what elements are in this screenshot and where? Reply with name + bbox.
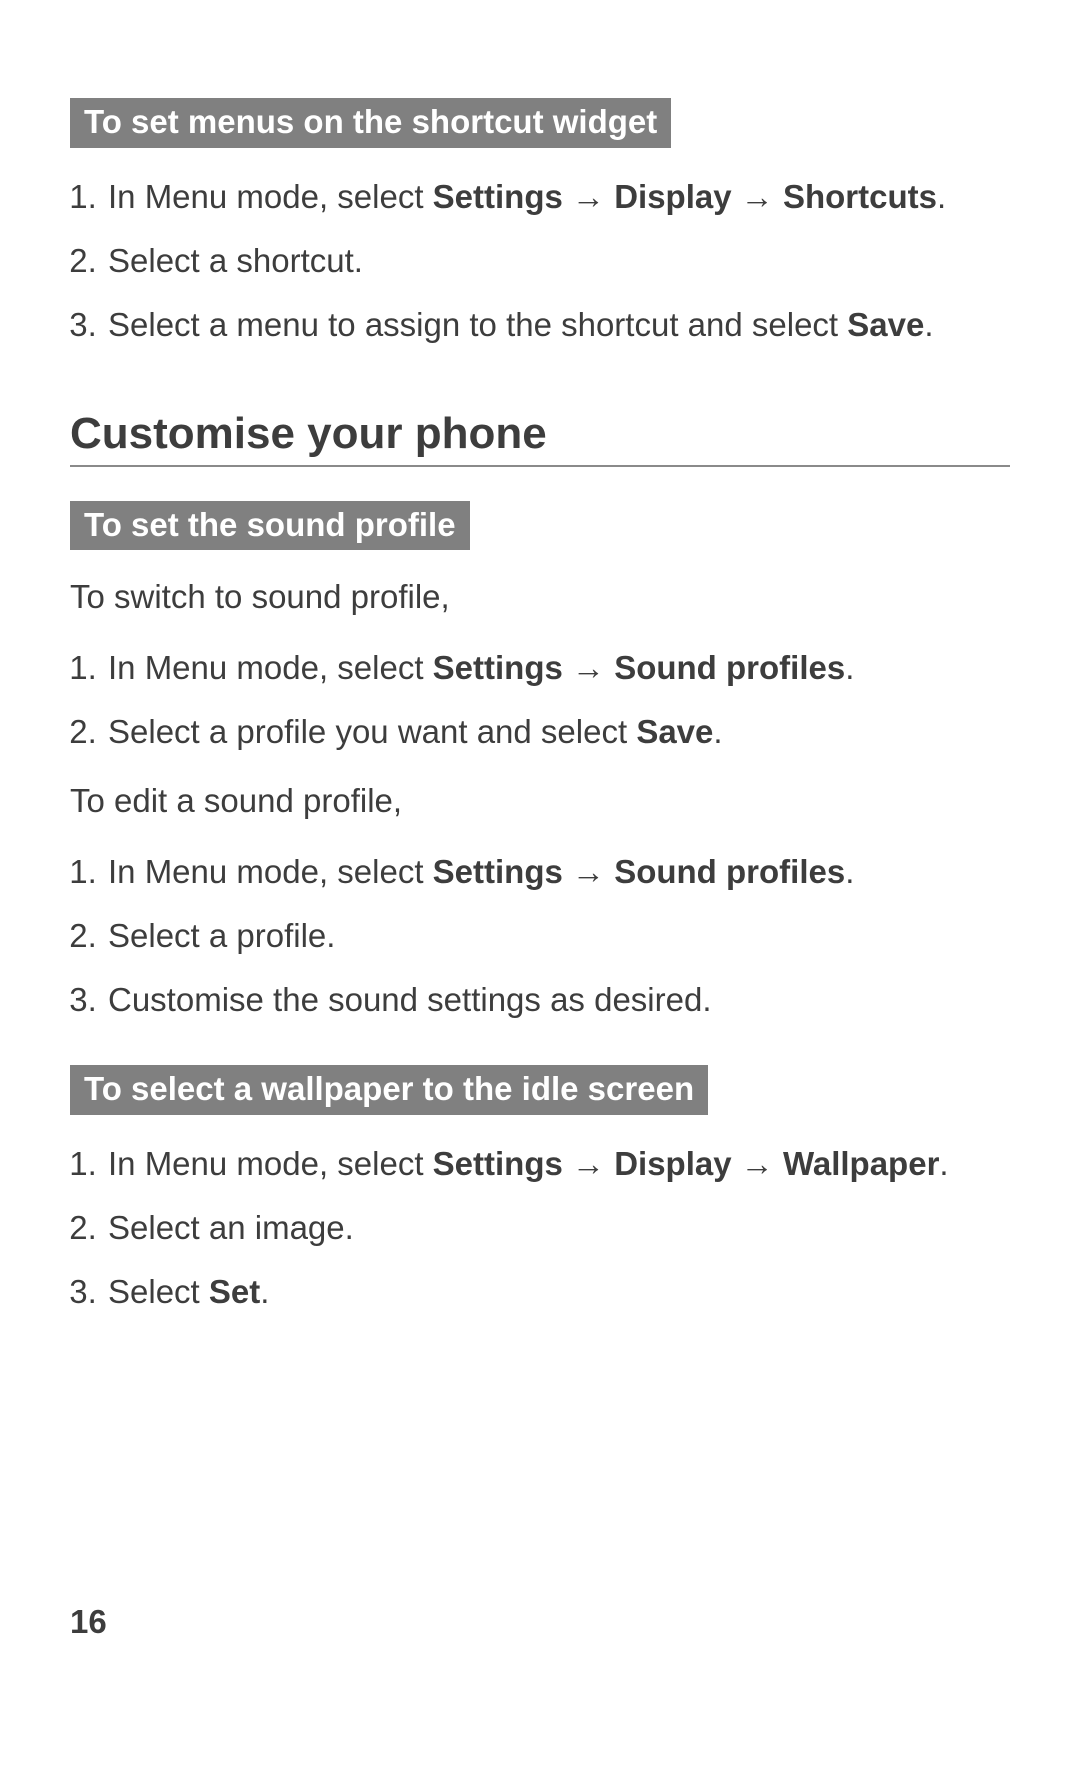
arrow-icon: → xyxy=(563,178,614,215)
steps-switch-profile: In Menu mode, select Settings → Sound pr… xyxy=(70,647,1010,753)
steps-edit-profile: In Menu mode, select Settings → Sound pr… xyxy=(70,851,1010,1022)
section-wallpaper: To select a wallpaper to the idle screen… xyxy=(70,1065,1010,1313)
step: Customise the sound settings as desired. xyxy=(106,979,1010,1021)
step: Select Set. xyxy=(106,1271,1010,1313)
bold-settings: Settings xyxy=(433,649,563,686)
bold-set: Set xyxy=(209,1273,260,1310)
arrow-icon: → xyxy=(563,853,614,890)
step-text: . xyxy=(845,649,854,686)
bold-settings: Settings xyxy=(433,1145,563,1182)
heading-customise-phone: Customise your phone xyxy=(70,410,1010,466)
bold-sound-profiles: Sound profiles xyxy=(614,853,845,890)
step-text: . xyxy=(845,853,854,890)
bold-settings: Settings xyxy=(433,178,563,215)
badge-wallpaper: To select a wallpaper to the idle screen xyxy=(70,1065,708,1115)
bold-display: Display xyxy=(614,178,731,215)
step: In Menu mode, select Settings → Display … xyxy=(106,176,1010,218)
step: In Menu mode, select Settings → Sound pr… xyxy=(106,647,1010,689)
badge-sound-profile: To set the sound profile xyxy=(70,501,470,551)
step: Select a profile. xyxy=(106,915,1010,957)
step-text: Customise the sound settings as desired. xyxy=(108,981,712,1018)
step: In Menu mode, select Settings → Sound pr… xyxy=(106,851,1010,893)
section-shortcut-widget: To set menus on the shortcut widget In M… xyxy=(70,98,1010,346)
step-text: In Menu mode, select xyxy=(108,649,433,686)
step-text: Select a profile you want and select xyxy=(108,713,636,750)
steps-shortcut-widget: In Menu mode, select Settings → Display … xyxy=(70,176,1010,347)
bold-wallpaper: Wallpaper xyxy=(783,1145,939,1182)
section-sound-profile: To set the sound profile To switch to so… xyxy=(70,501,1010,1022)
bold-settings: Settings xyxy=(433,853,563,890)
bold-save: Save xyxy=(847,306,924,343)
step: Select a shortcut. xyxy=(106,240,1010,282)
step-text: In Menu mode, select xyxy=(108,178,433,215)
step-text: . xyxy=(260,1273,269,1310)
step: Select a menu to assign to the shortcut … xyxy=(106,304,1010,346)
arrow-icon: → xyxy=(563,649,614,686)
bold-shortcuts: Shortcuts xyxy=(783,178,937,215)
step-text: . xyxy=(713,713,722,750)
step-text: . xyxy=(924,306,933,343)
step-text: In Menu mode, select xyxy=(108,853,433,890)
lead-edit-profile: To edit a sound profile, xyxy=(70,780,1010,823)
step-text: In Menu mode, select xyxy=(108,1145,433,1182)
step: In Menu mode, select Settings → Display … xyxy=(106,1143,1010,1185)
lead-switch-profile: To switch to sound profile, xyxy=(70,576,1010,619)
step-text: Select a shortcut. xyxy=(108,242,363,279)
manual-page: To set menus on the shortcut widget In M… xyxy=(0,0,1080,1771)
arrow-icon: → xyxy=(732,1145,783,1182)
badge-shortcut-widget: To set menus on the shortcut widget xyxy=(70,98,671,148)
step-text: Select a menu to assign to the shortcut … xyxy=(108,306,847,343)
step-text: . xyxy=(939,1145,948,1182)
arrow-icon: → xyxy=(732,178,783,215)
step: Select an image. xyxy=(106,1207,1010,1249)
step: Select a profile you want and select Sav… xyxy=(106,711,1010,753)
steps-wallpaper: In Menu mode, select Settings → Display … xyxy=(70,1143,1010,1314)
arrow-icon: → xyxy=(563,1145,614,1182)
page-number: 16 xyxy=(70,1603,107,1641)
step-text: Select xyxy=(108,1273,209,1310)
bold-display: Display xyxy=(614,1145,731,1182)
step-text: Select an image. xyxy=(108,1209,354,1246)
step-text: Select a profile. xyxy=(108,917,335,954)
bold-save: Save xyxy=(636,713,713,750)
step-text: . xyxy=(937,178,946,215)
bold-sound-profiles: Sound profiles xyxy=(614,649,845,686)
